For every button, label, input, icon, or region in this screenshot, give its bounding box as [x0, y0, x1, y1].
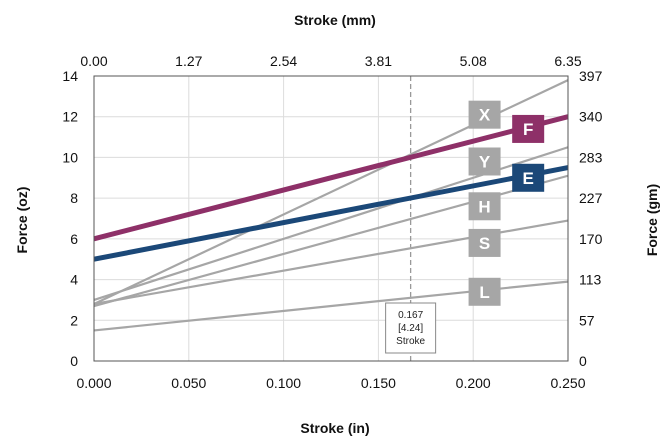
- reference-note-line: Stroke: [396, 336, 425, 347]
- top-axis-title: Stroke (mm): [294, 12, 376, 28]
- y-tick-label-right: 113: [579, 272, 602, 288]
- top-tick-label: 3.81: [365, 53, 392, 69]
- x-axis-title: Stroke (in): [300, 420, 369, 436]
- y-tick-label-right: 170: [579, 231, 603, 247]
- series-label-h: H: [478, 197, 490, 216]
- y-tick-label-left: 8: [70, 190, 78, 206]
- x-tick-label: 0.200: [456, 375, 491, 391]
- top-tick-label: 0.00: [80, 53, 107, 69]
- y-tick-label-left: 2: [70, 312, 78, 328]
- y-axis-title-right: Force (gm): [644, 184, 660, 256]
- x-tick-label: 0.250: [550, 375, 585, 391]
- right-tick-labels: 0 57 113 170 227 283 340 397: [579, 68, 603, 369]
- top-tick-label: 5.08: [460, 53, 487, 69]
- y-tick-label-right: 340: [579, 109, 603, 125]
- series-badge-x: [468, 100, 501, 129]
- x-tick-label: 0.050: [171, 375, 206, 391]
- series-label-f: F: [523, 120, 533, 139]
- series-label-l: L: [479, 283, 489, 302]
- y-tick-label-left: 12: [62, 109, 78, 125]
- y-axis-title-left: Force (oz): [14, 187, 30, 254]
- y-tick-label-right: 283: [579, 149, 603, 165]
- series-badge-s: [468, 228, 501, 257]
- y-tick-label-right: 0: [579, 353, 587, 369]
- reference-note-line: [4.24]: [398, 323, 423, 334]
- reference-note: 0.167 [4.24] Stroke: [385, 302, 437, 354]
- series-badge-h: [468, 192, 501, 221]
- x-tick-label: 0.000: [76, 375, 111, 391]
- y-tick-label-left: 10: [62, 149, 78, 165]
- series-badges: X Y HS L F E: [468, 100, 545, 306]
- series-badge-e: [512, 163, 545, 192]
- bottom-tick-labels: 0.000 0.050 0.100 0.150 0.200 0.250: [76, 375, 585, 391]
- y-tick-label-left: 0: [70, 353, 78, 369]
- reference-note-line: 0.167: [398, 310, 423, 321]
- plot-frame: [93, 75, 569, 362]
- y-tick-label-left: 14: [62, 68, 78, 84]
- y-tick-label-right: 397: [579, 68, 603, 84]
- top-tick-label: 1.27: [175, 53, 202, 69]
- y-tick-label-left: 4: [70, 272, 78, 288]
- left-tick-labels: 0 2 4 6 8 10 12 14: [62, 68, 78, 369]
- series-label-x: X: [479, 106, 491, 125]
- series-badge-y: [468, 147, 501, 176]
- x-tick-label: 0.100: [266, 375, 301, 391]
- y-tick-label-left: 6: [70, 231, 78, 247]
- series-label-y: Y: [479, 153, 491, 172]
- reference-note-box: [385, 302, 437, 354]
- top-tick-labels: 0.00 1.27 2.54 3.81 5.08 6.35: [80, 53, 581, 69]
- series-badge-f: [512, 114, 545, 143]
- series-line-f: [93, 114, 569, 242]
- x-tick-label: 0.150: [361, 375, 396, 391]
- top-tick-label: 6.35: [554, 53, 581, 69]
- series-label-s: S: [479, 234, 490, 253]
- y-tick-label-right: 57: [579, 312, 595, 328]
- y-tick-label-right: 227: [579, 190, 603, 206]
- series-badge-l: [468, 277, 501, 306]
- series-label-e: E: [523, 169, 534, 188]
- top-tick-label: 2.54: [270, 53, 297, 69]
- series-line-e: [93, 165, 569, 262]
